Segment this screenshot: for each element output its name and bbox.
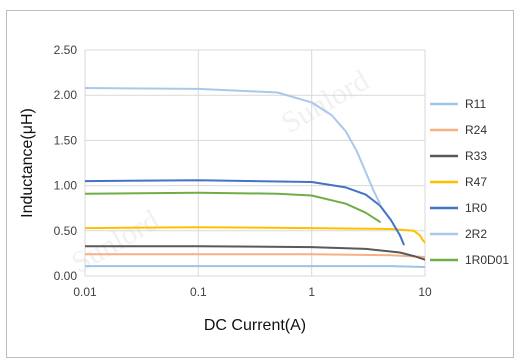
legend-label: R33: [465, 149, 487, 163]
series-lines: [85, 87, 425, 268]
chart-frame: [6, 10, 514, 358]
x-tick-label: 1: [308, 285, 315, 299]
x-axis-title: DC Current(A): [204, 317, 306, 334]
legend-label: R11: [465, 97, 486, 111]
series-line-r47: [85, 226, 425, 244]
y-tick-label: 2.00: [54, 88, 78, 102]
legend-label: R24: [465, 123, 487, 137]
x-tick-label: 0.01: [73, 285, 97, 299]
y-axis-title: Inductance(μH): [19, 108, 36, 218]
y-tick-label: 0.50: [54, 224, 78, 238]
x-tick-label: 0.1: [190, 285, 207, 299]
legend-label: R47: [465, 175, 487, 189]
y-tick-label: 1.50: [54, 133, 78, 147]
series-line-r11: [85, 265, 425, 268]
legend-label: 1R0D01: [465, 253, 509, 267]
series-line-r33: [85, 245, 425, 261]
legend-label: 1R0: [465, 201, 487, 215]
x-tick-label: 10: [418, 285, 432, 299]
legend: R11 R24 R33 R47 1R0 2R2 1R0D01: [430, 97, 509, 267]
series-line-r24: [85, 253, 425, 258]
series-line-1r0d01: [85, 191, 381, 223]
tick-labels: 0.00 0.50 1.00 1.50 2.00 2.50 0.01 0.1 1 10: [54, 43, 432, 299]
y-tick-label: 0.00: [54, 269, 78, 283]
y-tick-label: 1.00: [54, 179, 78, 193]
y-tick-label: 2.50: [54, 43, 78, 57]
series-line-1r0: [85, 179, 405, 246]
legend-label: 2R2: [465, 227, 487, 241]
watermark-text: Sunlord: [276, 64, 375, 140]
series-line-2r2: [85, 87, 381, 205]
watermark-text: Sunlord: [66, 204, 165, 280]
